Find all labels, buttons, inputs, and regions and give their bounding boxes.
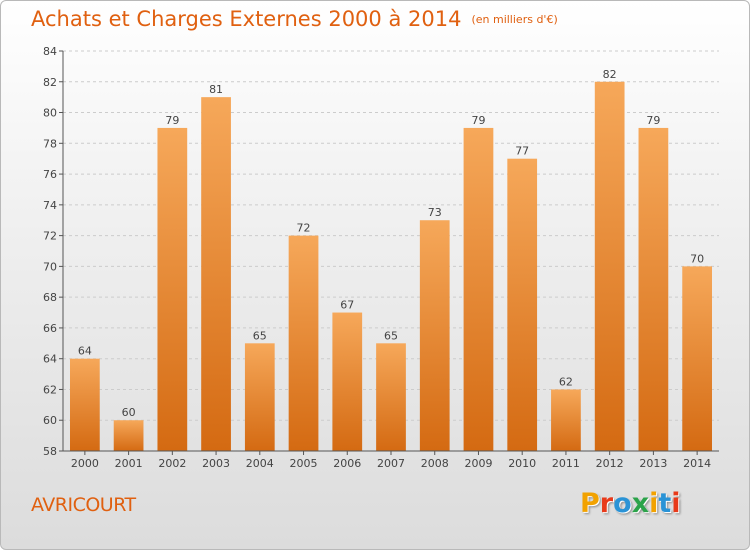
- y-tick-label: 72: [43, 230, 57, 243]
- y-tick-label: 82: [43, 76, 57, 89]
- bar: [201, 97, 231, 452]
- y-tick-label: 66: [43, 322, 57, 335]
- data-label: 64: [78, 345, 92, 358]
- x-tick-label: 2005: [290, 457, 318, 470]
- data-label: 65: [384, 329, 398, 342]
- brand-logo-letter: t: [658, 488, 672, 519]
- x-tick-label: 2003: [202, 457, 230, 470]
- bar: [682, 266, 713, 451]
- x-tick-label: 2013: [639, 457, 667, 470]
- bar: [551, 389, 581, 451]
- data-label: 67: [340, 299, 354, 312]
- bar: [244, 343, 275, 451]
- chart-unit: (en milliers d'€): [471, 13, 558, 26]
- data-label: 82: [603, 68, 617, 81]
- x-tick-label: 2007: [377, 457, 405, 470]
- brand-logo-letter: i: [649, 488, 659, 519]
- x-tick-label: 2002: [158, 457, 186, 470]
- data-label: 79: [165, 114, 179, 127]
- bar: [69, 358, 100, 451]
- y-tick-label: 70: [43, 260, 57, 273]
- brand-logo: Proxiti: [580, 488, 681, 519]
- y-tick-label: 76: [43, 168, 57, 181]
- x-tick-label: 2001: [115, 457, 143, 470]
- y-tick-label: 80: [43, 107, 57, 120]
- y-tick-label: 60: [43, 414, 57, 427]
- data-label: 65: [253, 329, 267, 342]
- brand-logo-letter: x: [631, 488, 650, 519]
- data-label: 62: [559, 375, 573, 388]
- data-label: 77: [515, 145, 529, 158]
- x-tick-label: 2012: [596, 457, 624, 470]
- x-tick-label: 2014: [683, 457, 711, 470]
- brand-logo-letter: P: [580, 488, 600, 519]
- bar: [157, 127, 188, 451]
- x-tick-label: 2008: [421, 457, 449, 470]
- data-label: 72: [297, 222, 311, 235]
- x-tick-label: 2011: [552, 457, 580, 470]
- bar: [113, 420, 144, 451]
- brand-logo-letter: o: [613, 488, 632, 519]
- x-tick-label: 2004: [246, 457, 274, 470]
- y-tick-label: 58: [43, 445, 57, 458]
- x-tick-label: 2006: [333, 457, 361, 470]
- data-label: 73: [428, 206, 442, 219]
- data-label: 60: [122, 406, 136, 419]
- y-tick-label: 68: [43, 291, 57, 304]
- y-tick-label: 84: [43, 45, 57, 58]
- bar: [419, 220, 450, 451]
- bar: [638, 127, 669, 451]
- brand-logo-letter: r: [599, 488, 614, 519]
- data-label: 81: [209, 83, 223, 96]
- chart-title-text: Achats et Charges Externes 2000 à 2014: [31, 7, 462, 31]
- bar: [507, 158, 538, 451]
- y-tick-label: 78: [43, 137, 57, 150]
- bar: [463, 127, 494, 451]
- x-tick-label: 2010: [508, 457, 536, 470]
- bar: [288, 235, 319, 451]
- x-tick-label: 2009: [464, 457, 492, 470]
- x-tick-label: 2000: [71, 457, 99, 470]
- y-tick-label: 74: [43, 199, 57, 212]
- city-name: AVRICOURT: [31, 494, 136, 516]
- bar: [594, 81, 625, 452]
- chart-title: Achats et Charges Externes 2000 à 2014 (e…: [31, 7, 558, 31]
- y-tick-label: 62: [43, 383, 57, 396]
- data-label: 79: [646, 114, 660, 127]
- y-tick-label: 64: [43, 353, 57, 366]
- data-label: 79: [471, 114, 485, 127]
- data-label: 70: [690, 252, 704, 265]
- bar: [376, 343, 406, 451]
- bar: [332, 312, 363, 451]
- brand-logo-letter: i: [671, 488, 681, 519]
